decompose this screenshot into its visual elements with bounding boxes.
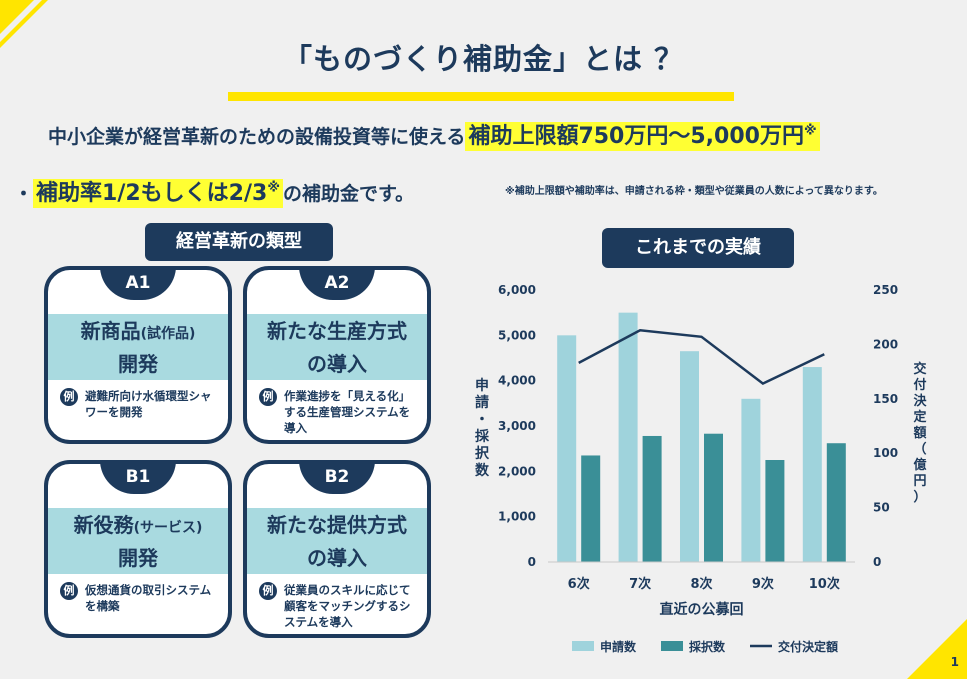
card-tag: B1 (100, 464, 176, 494)
x-tick-label: 9次 (752, 576, 774, 592)
x-tick-label: 7次 (629, 576, 651, 592)
type-card-a1: A1 新商品(試作品) 開発 例 避難所向け水循環型シャワーを開発 (44, 266, 232, 444)
card-example: 例 従業員のスキルに応じて顧客をマッチングするシステムを導入 (259, 582, 419, 630)
card-title: 新役務(サービス) 開発 (48, 508, 228, 574)
corner-decoration-bottom-right (907, 619, 967, 679)
y-axis-label-char: 申 (475, 377, 489, 394)
card-title: 新たな提供方式 の導入 (247, 508, 427, 574)
x-tick-label: 8次 (690, 576, 712, 592)
y2-axis-label-char: 額 (912, 425, 926, 441)
intro-lead: 中小企業が経営革新のための設備投資等に使える (48, 126, 466, 148)
legend-label: 採択数 (689, 639, 726, 654)
y-tick-label: 6,000 (498, 283, 536, 297)
y-axis-label-char: 請 (475, 394, 489, 411)
y-axis-label-char: ・ (475, 412, 489, 428)
subsidy-rate-highlight: 補助率1/2もしくは2/3※ (33, 179, 283, 208)
corner-decoration-top-left (0, 0, 48, 48)
y2-tick-label: 50 (873, 501, 890, 515)
y-tick-label: 3,000 (498, 419, 536, 433)
card-example: 例 作業進捗を「見える化」する生産管理システムを導入 (259, 388, 419, 436)
bar-applications (741, 398, 761, 562)
example-badge: 例 (259, 388, 277, 406)
line-grant-amount (578, 328, 825, 386)
y2-tick-label: 0 (873, 555, 881, 569)
y2-axis-label-char: ） (913, 489, 926, 505)
bar-adoptions (765, 460, 785, 562)
title-underline (228, 92, 734, 101)
results-chart: 6,000 5,000 4,000 3,000 2,000 1,000 0 250 200 150… (475, 283, 927, 654)
card-title: 新たな生産方式 の導入 (247, 314, 427, 380)
y2-axis-label-char: 円 (913, 474, 926, 489)
intro-line-2: ・補助率1/2もしくは2/3※ の補助金です。 (14, 175, 415, 208)
type-card-b2: B2 新たな提供方式 の導入 例 従業員のスキルに応じて顧客をマッチングするシス… (243, 460, 431, 638)
y2-axis-label-char: 定 (912, 409, 926, 425)
y-axis-label-char: 採 (475, 428, 490, 445)
y-axis-label-char: 択 (475, 445, 490, 462)
card-tag: A1 (100, 270, 176, 300)
card-example: 例 避難所向け水循環型シャワーを開発 (60, 388, 220, 420)
example-badge: 例 (259, 582, 277, 600)
bar-applications (680, 351, 699, 562)
y2-axis-label-char: 決 (913, 393, 927, 409)
footnote: ※補助上限額や補助率は、申請される枠・類型や従業員の人数によって異なります。 (505, 186, 883, 197)
page-title: 「ものづくり補助金」とは ？ (282, 42, 685, 76)
intro-rate-tail: の補助金です。 (282, 183, 415, 205)
y2-tick-label: 100 (873, 446, 898, 460)
x-tick-label: 10次 (809, 576, 840, 592)
y2-tick-label: 200 (873, 337, 898, 351)
y-tick-label: 4,000 (498, 374, 536, 388)
subsidy-limit-highlight: 補助上限額750万円〜5,000万円※ (465, 122, 820, 151)
y2-tick-label: 250 (873, 283, 898, 297)
x-tick-label: 6次 (568, 576, 590, 592)
bar-adoptions (826, 443, 846, 562)
y2-axis-label-char: 付 (913, 377, 926, 393)
y-axis-label-char: 数 (475, 462, 490, 479)
y2-axis-label-char: （ (913, 441, 926, 457)
y2-tick-label: 150 (873, 392, 898, 406)
y2-axis-label-char: 億 (913, 457, 926, 473)
type-card-b1: B1 新役務(サービス) 開発 例 仮想通貨の取引システムを構築 (44, 460, 232, 638)
bar-applications (557, 335, 577, 562)
bar-adoptions (642, 435, 662, 562)
page-number: 1 (950, 655, 959, 669)
intro-line-1: 中小企業が経営革新のための設備投資等に使える 補助上限額750万円〜5,000万円… (48, 118, 820, 151)
example-badge: 例 (60, 582, 78, 600)
type-card-a2: A2 新たな生産方式 の導入 例 作業進捗を「見える化」する生産管理システムを導… (243, 266, 431, 444)
y2-axis-label-char: 交 (913, 361, 926, 377)
bar-adoptions (581, 455, 601, 562)
legend-swatch (572, 641, 594, 651)
y-tick-label: 1,000 (498, 510, 536, 524)
bar-applications (802, 367, 822, 562)
x-axis-label: 直近の公募回 (660, 601, 744, 618)
card-tag: A2 (299, 270, 375, 300)
bar-applications (618, 312, 638, 562)
y-tick-label: 5,000 (498, 328, 536, 342)
example-badge: 例 (60, 388, 78, 406)
card-title: 新商品(試作品) 開発 (48, 314, 228, 380)
card-example: 例 仮想通貨の取引システムを構築 (60, 582, 220, 614)
card-tag: B2 (299, 464, 375, 494)
bullet: ・ (14, 183, 34, 205)
bar-adoptions (704, 433, 723, 562)
results-heading: これまでの実績 (602, 228, 794, 268)
y-tick-label: 0 (528, 555, 536, 569)
legend-swatch (661, 641, 683, 651)
y-tick-label: 2,000 (498, 464, 536, 478)
legend-label: 交付決定額 (778, 639, 838, 654)
types-heading: 経営革新の類型 (145, 223, 333, 261)
legend-label: 申請数 (600, 639, 637, 654)
